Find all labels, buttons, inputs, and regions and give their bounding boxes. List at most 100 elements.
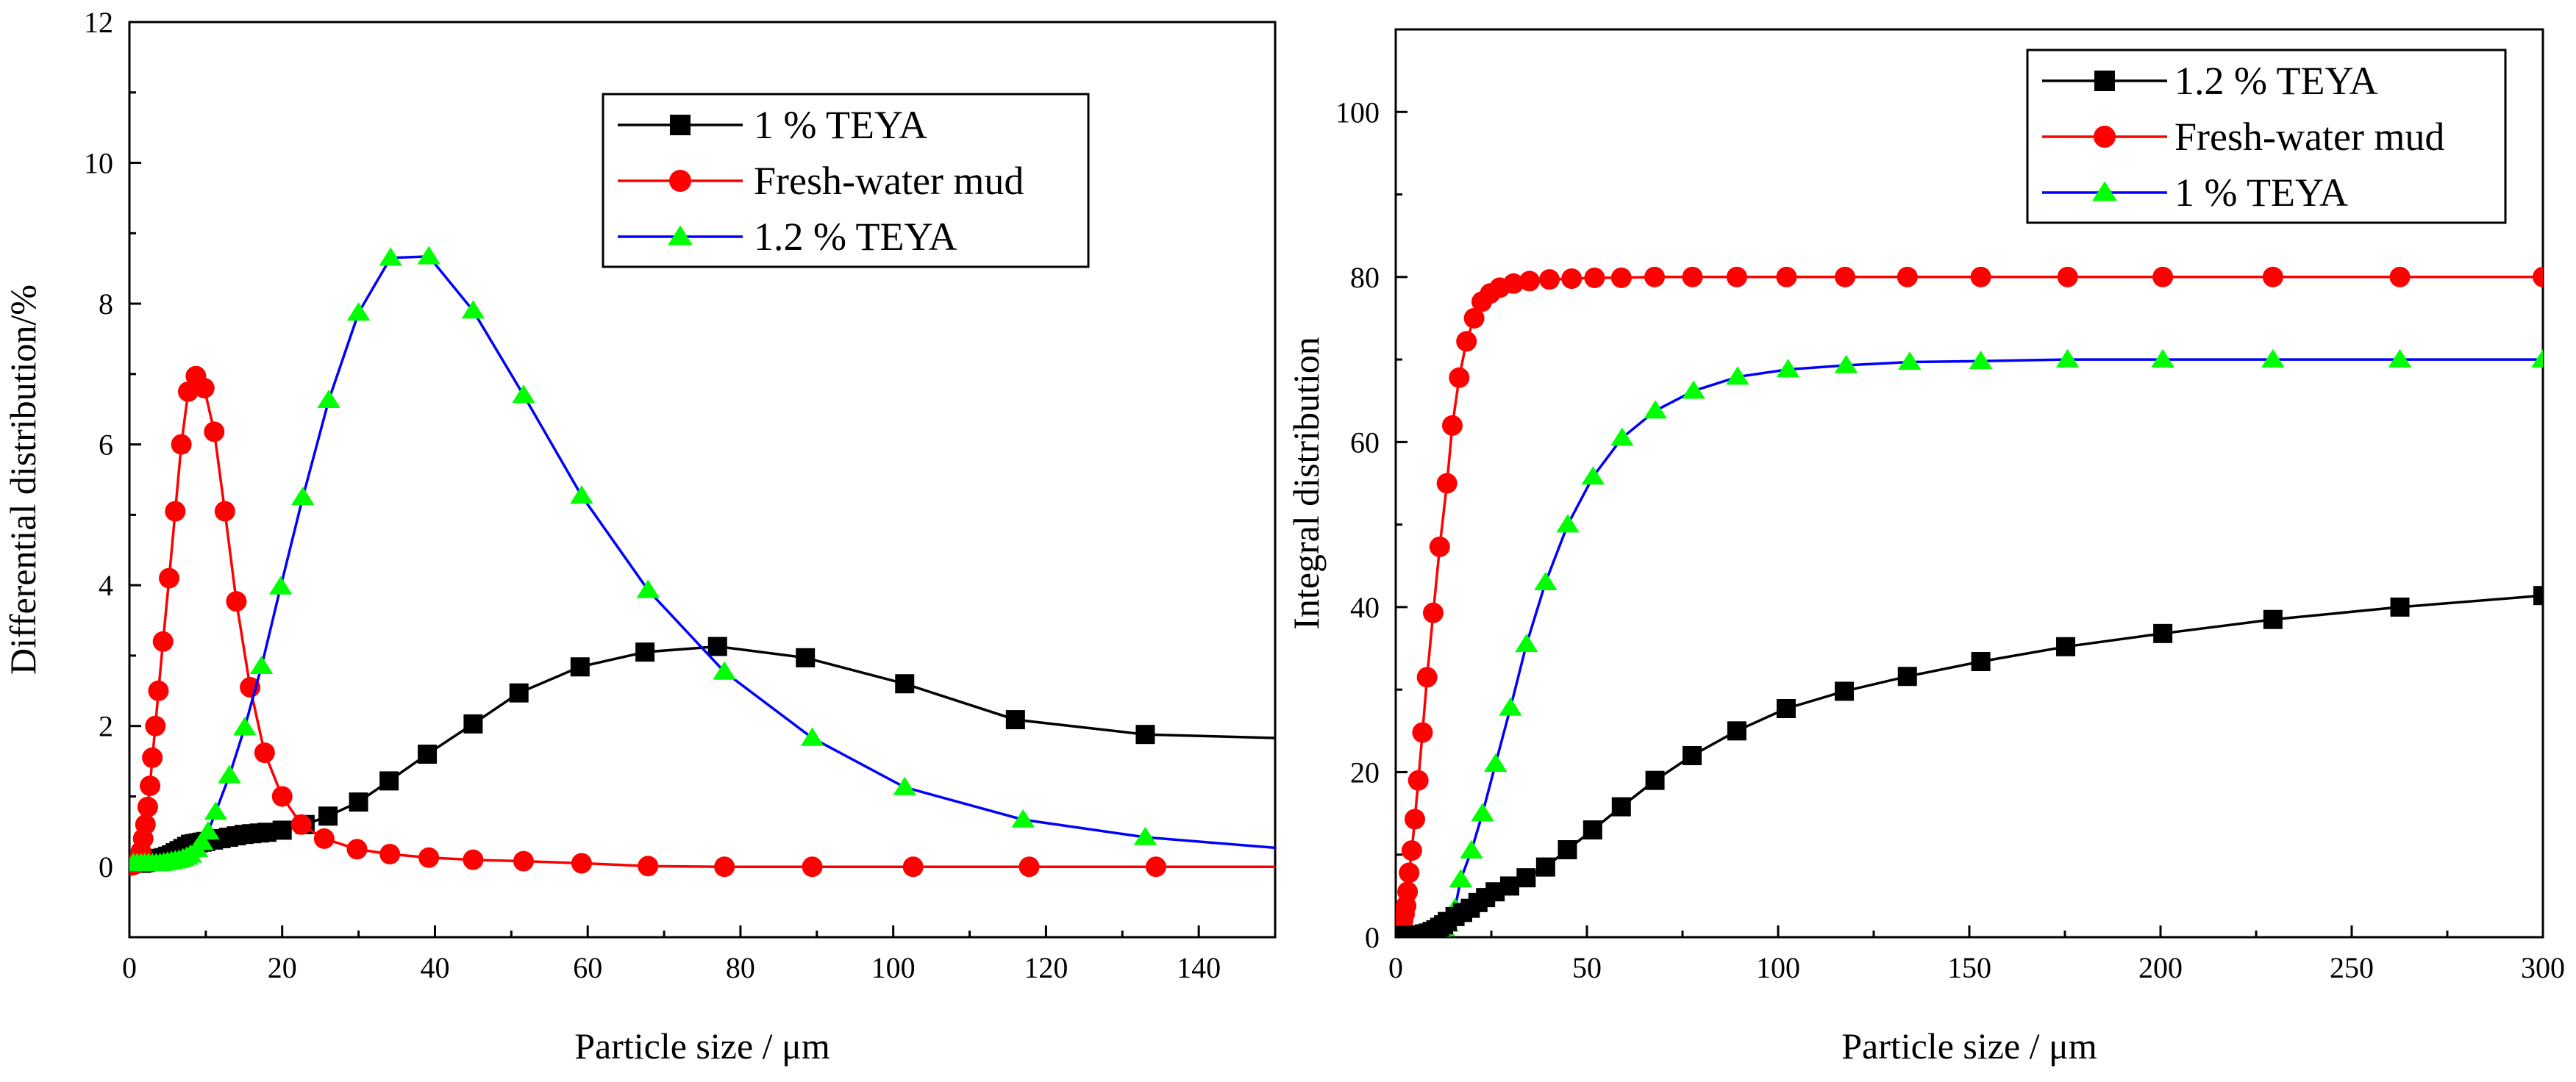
data-point [638, 856, 659, 877]
data-point [2056, 637, 2076, 656]
y-tick-label: 12 [84, 6, 113, 39]
data-point [802, 856, 823, 878]
y-tick-label: 10 [84, 147, 113, 180]
data-point [317, 389, 340, 409]
data-point [1011, 809, 1035, 828]
legend-label: 1 % TEYA [754, 103, 927, 147]
y-tick-label: 0 [1365, 921, 1380, 954]
x-tick-label: 250 [2330, 951, 2374, 984]
data-point [509, 683, 529, 703]
data-point [1971, 652, 1991, 672]
data-point [1776, 266, 1797, 287]
data-point [418, 745, 438, 764]
legend-label: 1.2 % TEYA [2174, 59, 2378, 103]
data-point [313, 828, 335, 849]
data-point [1429, 536, 1450, 557]
x-tick-label: 80 [726, 951, 755, 984]
data-point [1499, 876, 1519, 896]
data-point [379, 247, 402, 266]
x-tick-label: 140 [1177, 951, 1221, 984]
data-point [379, 843, 401, 864]
data-point [512, 384, 535, 404]
data-point [1436, 473, 1458, 494]
data-point [1584, 267, 1605, 288]
data-point [707, 637, 727, 656]
data-point [1449, 869, 1473, 888]
data-point [635, 642, 655, 662]
data-point [1399, 862, 1420, 884]
data-point [165, 501, 186, 522]
data-point [379, 771, 399, 791]
data-point [1535, 857, 1555, 877]
data-point [570, 485, 593, 504]
data-point [1456, 331, 1477, 352]
data-point [2390, 597, 2410, 617]
data-point [1834, 681, 1854, 701]
data-point [2152, 266, 2174, 287]
data-point [2262, 266, 2283, 287]
y-tick-label: 80 [1350, 261, 1380, 294]
data-point [196, 821, 220, 840]
data-point [272, 820, 292, 840]
legend-marker [668, 225, 693, 246]
data-point [1776, 699, 1796, 719]
data-point [1644, 400, 1667, 419]
data-point [1441, 415, 1463, 436]
x-tick-label: 300 [2521, 951, 2565, 984]
data-point [152, 631, 174, 652]
legend-marker [669, 170, 691, 192]
data-point [254, 742, 275, 764]
x-tick-label: 120 [1024, 951, 1068, 984]
data-point [570, 657, 590, 677]
data-point [204, 801, 228, 820]
data-point [137, 796, 158, 817]
series-line [133, 255, 1275, 865]
data-point [193, 378, 215, 398]
legend-label: Fresh-water mud [754, 159, 1024, 203]
legend-marker [670, 115, 691, 135]
data-point [249, 655, 274, 675]
data-point [1397, 881, 1419, 903]
data-point [1969, 351, 1993, 370]
y-tick-label: 100 [1335, 96, 1380, 129]
legend-label: Fresh-water mud [2174, 115, 2444, 159]
right-chart-integral-distribution: 0 50 100 150 200 250 300 0 20 40 60 80 100 Particle s… [1285, 28, 2565, 1067]
data-point [1835, 266, 1855, 287]
y-tick-label: 2 [99, 710, 113, 743]
data-point [290, 814, 312, 835]
data-point [2533, 586, 2543, 606]
y-axis-label: Integral distribution [1285, 337, 1327, 630]
series-1-2-teya [1396, 586, 2543, 937]
data-point [895, 674, 915, 694]
data-point [2531, 348, 2543, 368]
data-point [140, 775, 161, 797]
x-tick-label: 100 [871, 951, 916, 984]
data-point [346, 302, 371, 321]
data-point [1682, 380, 1705, 399]
data-point [2055, 348, 2080, 368]
x-tick-label: 50 [1572, 951, 1602, 984]
series-line [131, 373, 1275, 868]
data-point [2057, 266, 2078, 287]
data-point [1970, 266, 1991, 287]
data-point [214, 501, 235, 522]
data-point [1727, 721, 1747, 741]
data-point [1412, 722, 1433, 743]
data-point [1516, 868, 1536, 888]
data-point [2533, 266, 2543, 287]
x-tick-label: 0 [122, 951, 137, 984]
data-point [1135, 725, 1155, 745]
x-tick-label: 150 [1947, 951, 1991, 984]
data-point [190, 831, 214, 850]
y-tick-label: 6 [99, 429, 113, 462]
x-tick-label: 100 [1756, 951, 1800, 984]
x-axis-label: Particle size / μm [574, 1025, 830, 1067]
data-point [1897, 266, 1918, 287]
data-point [1405, 809, 1425, 830]
legend-label: 1.2 % TEYA [754, 215, 957, 259]
legend-marker [2094, 126, 2116, 148]
x-tick-label: 20 [268, 951, 297, 984]
series-line [1397, 594, 2543, 937]
series-fresh-water-mud [129, 365, 1275, 878]
